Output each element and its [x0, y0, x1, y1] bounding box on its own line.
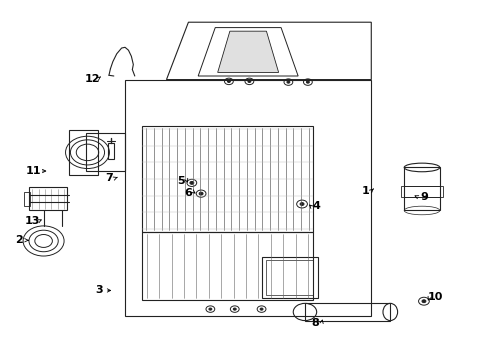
Bar	[86, 134, 125, 171]
Text: 2: 2	[15, 235, 23, 245]
Circle shape	[208, 308, 211, 310]
Circle shape	[421, 300, 425, 303]
Bar	[142, 232, 312, 300]
Bar	[404, 167, 439, 211]
Circle shape	[189, 181, 193, 184]
Bar	[266, 260, 312, 296]
Bar	[142, 126, 312, 232]
Text: 13: 13	[25, 216, 40, 226]
Text: 1: 1	[361, 186, 368, 196]
Text: 12: 12	[84, 73, 100, 84]
Text: 5: 5	[177, 176, 184, 186]
Circle shape	[227, 80, 230, 82]
Bar	[261, 257, 317, 298]
Text: 10: 10	[427, 292, 443, 302]
Bar	[305, 303, 389, 320]
Circle shape	[247, 80, 250, 82]
Bar	[400, 186, 443, 197]
Circle shape	[300, 203, 304, 206]
Text: 11: 11	[26, 166, 41, 176]
Text: 6: 6	[184, 188, 192, 198]
Bar	[69, 130, 98, 175]
Circle shape	[233, 308, 236, 310]
Circle shape	[199, 192, 203, 195]
Circle shape	[260, 308, 263, 310]
Circle shape	[286, 81, 289, 83]
Bar	[24, 192, 30, 206]
Polygon shape	[217, 31, 278, 72]
Text: 8: 8	[311, 319, 319, 328]
Bar	[108, 143, 114, 159]
Text: 7: 7	[105, 173, 113, 183]
Text: 9: 9	[419, 192, 427, 202]
Text: 4: 4	[312, 201, 320, 211]
Bar	[29, 187, 67, 211]
Text: 3: 3	[95, 285, 103, 296]
Circle shape	[306, 81, 309, 83]
